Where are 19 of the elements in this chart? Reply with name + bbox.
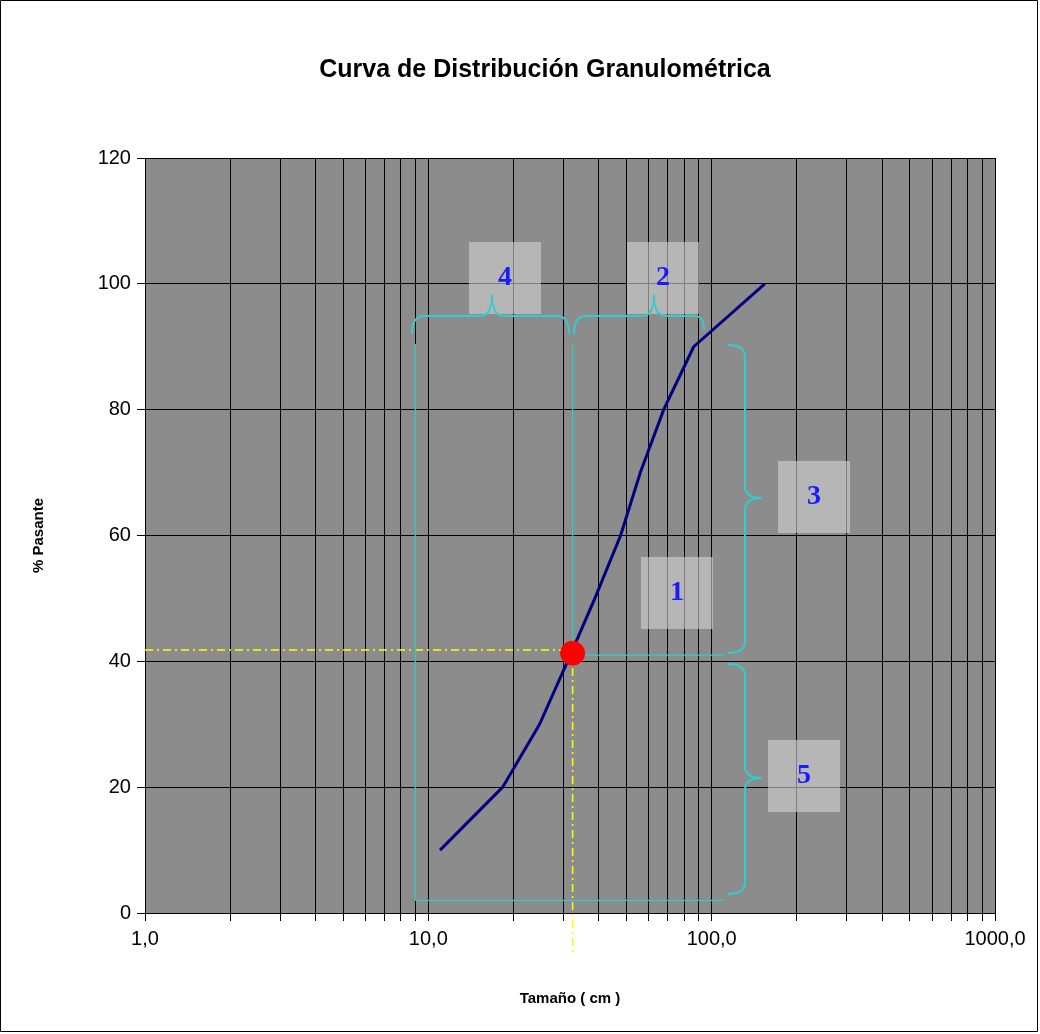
y-tick-label: 100: [97, 271, 131, 294]
annotation: 3: [807, 479, 821, 511]
annotation: 5: [797, 758, 811, 790]
y-tick-label: 120: [97, 145, 131, 168]
x-axis-title: Tamaño ( cm ): [519, 989, 621, 1007]
y-tick-label: 60: [108, 523, 131, 546]
annotation: 1: [670, 575, 684, 607]
annotation: 2: [656, 260, 670, 292]
x-tick-label: 1,0: [131, 926, 159, 949]
x-tick-label: 10,0: [408, 926, 448, 949]
x-tick-label: 100,0: [686, 926, 737, 949]
y-tick-label: 80: [108, 397, 131, 420]
chart-title: Curva de Distribución Granulométrica: [319, 53, 772, 82]
x-tick-label: 1000,0: [964, 926, 1026, 949]
y-tick-label: 40: [108, 648, 131, 671]
y-tick-label: 20: [108, 774, 131, 797]
y-tick-label: 0: [119, 900, 131, 923]
annotation: 4: [498, 260, 512, 292]
y-axis-title: % Pasante: [29, 497, 47, 574]
